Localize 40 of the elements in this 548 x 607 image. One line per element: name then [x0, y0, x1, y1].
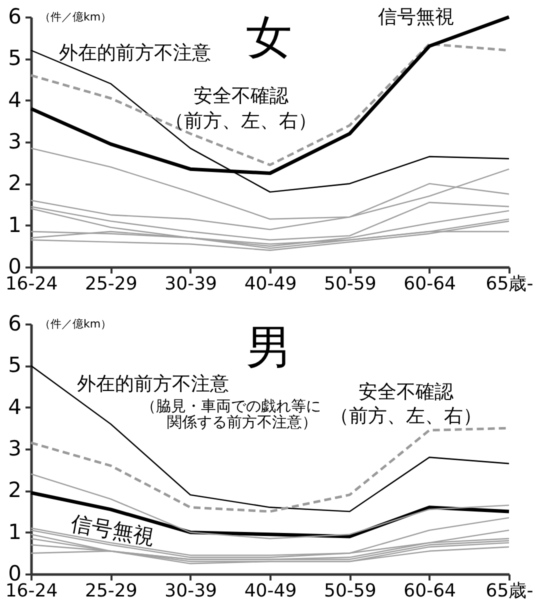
text: 信号無視: [69, 511, 156, 550]
annotation: （脇見・車両での戯れ等に: [141, 397, 321, 415]
x-tick-label: 65歳-: [486, 580, 534, 602]
chart-title: 男: [246, 320, 292, 374]
x-tick-label: 65歳-: [486, 274, 534, 294]
y-tick-label: 3: [8, 130, 22, 154]
series-label: 安全不確認: [194, 85, 288, 107]
x-tick-label: 25-29: [85, 580, 138, 602]
series-label: 安全不確認: [358, 381, 454, 403]
x-tick-label: 60-64: [404, 580, 456, 602]
y-tick-label: 4: [8, 88, 22, 112]
x-tick-label: 25-29: [85, 274, 138, 294]
x-tick-label: 16-24: [5, 274, 58, 294]
annotation: 関係する前方不注意）: [167, 413, 317, 431]
y-tick-label: 6: [8, 4, 22, 28]
x-tick-label: 40-49: [244, 274, 297, 294]
x-tick-label: 50-59: [324, 580, 376, 602]
y-tick-label: 6: [8, 312, 22, 336]
y-tick-label: 1: [8, 212, 22, 237]
x-tick-label: 16-24: [5, 580, 58, 602]
y-tick-label: 1: [8, 520, 22, 544]
chart-title: 女: [246, 10, 292, 64]
y-tick-label: 2: [8, 171, 22, 196]
annotation: （前方、左、右）: [165, 110, 317, 132]
y-tick-label: 5: [8, 353, 22, 378]
y-axis-title: （件／億km）: [40, 10, 112, 24]
y-axis-title: （件／億km）: [40, 318, 112, 330]
x-tick-label: 30-39: [164, 274, 217, 294]
series-label: 外在的前方不注意: [59, 42, 211, 64]
y-tick-label: 5: [8, 46, 22, 70]
x-tick-label: 30-39: [164, 580, 217, 602]
x-tick-label: 40-49: [244, 580, 297, 602]
x-tick-label: 50-59: [324, 274, 376, 294]
series-label: 信号無視: [378, 6, 454, 28]
y-tick-label: 2: [8, 478, 22, 502]
annotation: （前方、左、右）: [330, 405, 482, 427]
y-tick-label: 4: [8, 394, 22, 419]
x-tick-label: 60-64: [404, 274, 456, 294]
series-label: 外在的前方不注意: [77, 373, 229, 395]
y-tick-label: 3: [8, 436, 22, 460]
